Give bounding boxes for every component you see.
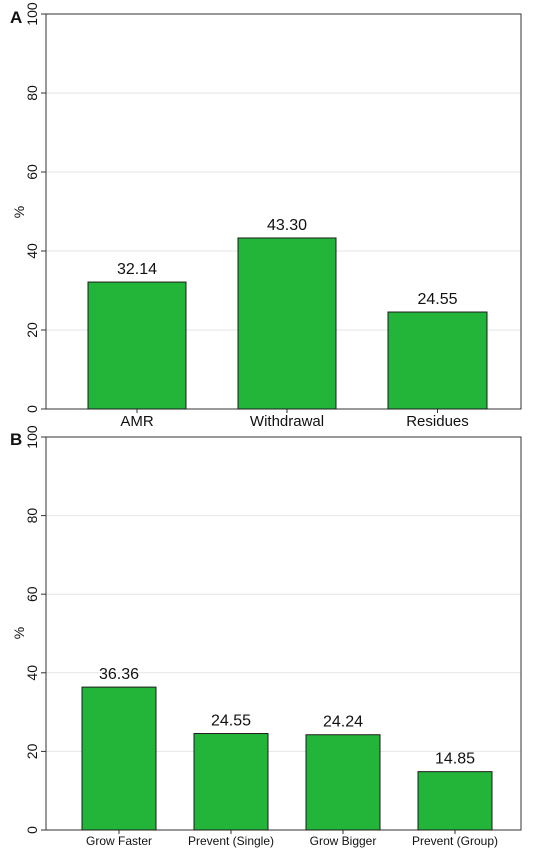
bar (87, 281, 187, 410)
y-tick-label: 40 (24, 243, 40, 259)
y-tick-label: 60 (24, 586, 40, 602)
y-tick-label: 80 (24, 85, 40, 101)
data-label: 24.24 (323, 714, 363, 731)
y-tick-label: 20 (24, 743, 40, 759)
bar (237, 237, 337, 410)
panel-label-b: B (10, 430, 22, 449)
panel-label-a: A (10, 8, 22, 27)
data-label: 36.36 (99, 666, 139, 683)
y-axis-label: % (11, 206, 27, 218)
y-tick-label: 100 (24, 2, 40, 26)
data-label: 43.30 (267, 217, 307, 234)
data-label: 32.14 (117, 261, 157, 278)
x-tick-label: Residues (406, 413, 469, 430)
y-tick-label: 60 (24, 164, 40, 180)
data-label: 24.55 (211, 713, 251, 730)
bar (81, 686, 157, 831)
bar (193, 733, 269, 831)
data-label: 24.55 (417, 291, 457, 308)
x-tick-label: Prevent (Group) (412, 834, 498, 848)
y-axis-label: % (11, 627, 27, 639)
x-tick-label: Prevent (Single) (188, 834, 274, 848)
y-tick-label: 20 (24, 322, 40, 338)
bar (417, 771, 493, 831)
chart-panel-b: 0 20 40 60 80 100% 36.36 Grow Faster 24.55 Preven… (11, 425, 522, 848)
x-tick-label: Grow Bigger (310, 834, 377, 848)
chart-panel-a: 0 20 40 60 80 100% 32.14 AMR 43.30 Withdrawal 24.5… (11, 2, 522, 430)
plot-frame (45, 436, 522, 831)
y-tick-label: 80 (24, 508, 40, 524)
bar (305, 734, 381, 831)
y-tick-label: 0 (24, 405, 40, 413)
data-label: 14.85 (435, 751, 475, 768)
y-tick-label: 100 (24, 425, 40, 449)
bar (387, 311, 488, 410)
x-tick-label: Withdrawal (250, 413, 324, 430)
x-tick-label: Grow Faster (86, 834, 152, 848)
y-tick-label: 0 (24, 826, 40, 834)
y-tick-label: 40 (24, 665, 40, 681)
x-tick-label: AMR (120, 413, 154, 430)
